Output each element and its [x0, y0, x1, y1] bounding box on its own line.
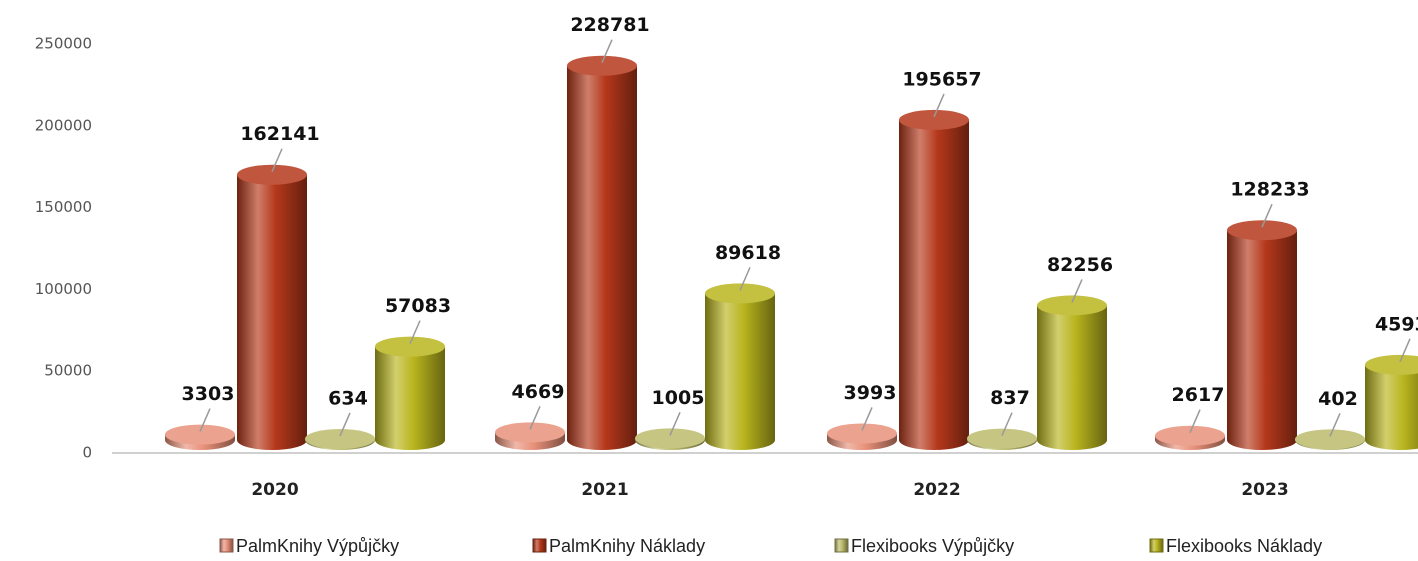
bar — [1227, 220, 1297, 450]
data-label: 402 — [1318, 388, 1358, 410]
bar-body — [1227, 230, 1297, 450]
leader-line — [601, 39, 613, 64]
bar — [635, 428, 705, 450]
bar — [1365, 354, 1418, 450]
data-label: 82256 — [1047, 254, 1113, 276]
bar — [567, 55, 637, 450]
data-label: 128233 — [1230, 179, 1309, 201]
data-label: 837 — [990, 387, 1030, 409]
leader-line — [669, 412, 681, 436]
legend-swatch — [219, 538, 234, 553]
bar-top — [305, 428, 375, 449]
bar-top — [237, 164, 307, 185]
bar — [305, 428, 375, 450]
bar-top — [635, 428, 705, 449]
y-tick-label: 200000 — [35, 116, 92, 134]
x-tick-label: 2021 — [581, 480, 628, 500]
leader-line — [739, 267, 751, 291]
leader-line — [1261, 203, 1273, 228]
bar — [237, 164, 307, 451]
leader-line — [199, 408, 211, 432]
bar-body — [567, 65, 637, 450]
data-label: 634 — [328, 387, 368, 409]
legend-label: PalmKnihy Náklady — [549, 536, 705, 556]
data-label: 4669 — [512, 381, 565, 403]
bar-body — [375, 346, 445, 450]
data-label: 228781 — [570, 14, 649, 36]
leader-line — [271, 148, 283, 173]
bar — [705, 283, 775, 450]
bar-top — [1227, 220, 1297, 241]
bar-top — [967, 428, 1037, 449]
bar-body — [1365, 364, 1418, 450]
leader-line — [529, 406, 541, 430]
legend-swatch — [834, 538, 849, 553]
bar — [375, 336, 445, 450]
bar-top — [705, 283, 775, 304]
bar-top — [827, 423, 897, 444]
data-label: 162141 — [240, 123, 319, 145]
legend-swatch — [532, 538, 547, 553]
y-tick-label: 0 — [82, 444, 92, 462]
bar — [1155, 425, 1225, 450]
bar — [165, 424, 235, 450]
data-label: 89618 — [715, 242, 781, 264]
bar-top — [495, 422, 565, 443]
leader-line — [1329, 413, 1341, 437]
bar-top — [567, 55, 637, 76]
data-label: 3993 — [844, 382, 897, 404]
bar — [1295, 429, 1365, 450]
data-label: 2617 — [1172, 384, 1225, 406]
bar-body — [237, 174, 307, 451]
leader-line — [933, 93, 945, 118]
legend-label: PalmKnihy Výpůjčky — [236, 536, 399, 556]
data-label: 1005 — [652, 387, 705, 409]
x-tick-label: 2020 — [251, 480, 298, 500]
data-label: 45937 — [1375, 313, 1418, 335]
legend-label: Flexibooks Náklady — [1166, 536, 1322, 556]
leader-line — [409, 320, 421, 344]
leader-line — [1001, 412, 1013, 436]
y-tick-label: 150000 — [35, 198, 92, 216]
data-label: 3303 — [182, 383, 235, 405]
legend-swatch — [1149, 538, 1164, 553]
bar-top — [375, 336, 445, 357]
bar — [899, 109, 969, 450]
bar-top — [1155, 425, 1225, 446]
bar-top — [165, 424, 235, 445]
leader-line — [1071, 279, 1083, 303]
bar-top — [1365, 354, 1418, 375]
bar — [1037, 295, 1107, 450]
data-label: 57083 — [385, 295, 451, 317]
bar-body — [1037, 305, 1107, 450]
y-tick-label: 100000 — [35, 280, 92, 298]
data-label: 195657 — [902, 68, 981, 90]
legend-label: Flexibooks Výpůjčky — [851, 536, 1014, 556]
leader-line — [1399, 338, 1411, 363]
bar-body — [899, 119, 969, 450]
bar — [495, 422, 565, 450]
bar — [827, 423, 897, 450]
bar — [967, 428, 1037, 450]
bar-top — [1037, 295, 1107, 316]
bar-top — [1295, 429, 1365, 450]
leader-line — [1189, 409, 1201, 434]
leader-line — [861, 407, 873, 431]
bar-top — [899, 109, 969, 130]
leader-line — [339, 412, 351, 437]
bar-body — [705, 293, 775, 450]
y-tick-label: 250000 — [35, 35, 92, 53]
x-tick-label: 2022 — [913, 480, 960, 500]
x-tick-label: 2023 — [1241, 480, 1288, 500]
y-tick-label: 50000 — [44, 362, 92, 380]
